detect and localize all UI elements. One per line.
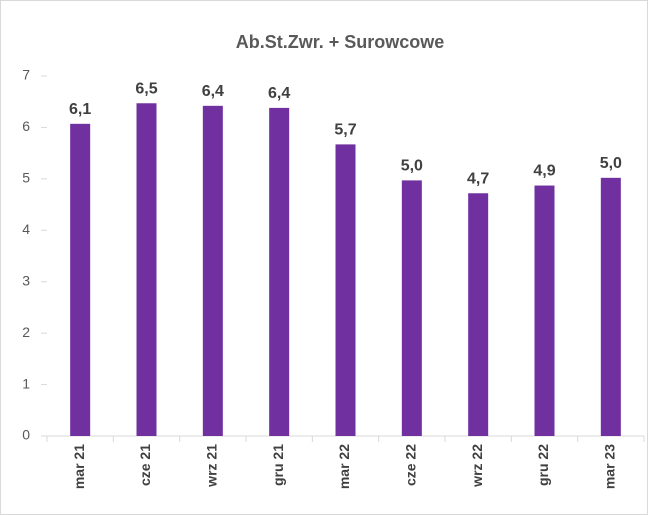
x-tick-label: wrz 22 [469,444,485,488]
y-tick-label: 3 [22,272,30,288]
y-tick-label: 4 [22,221,30,237]
value-label: 6,5 [135,80,157,97]
x-tick-label: gru 21 [270,444,286,486]
y-tick-label: 6 [22,118,30,134]
value-label: 6,4 [268,85,290,102]
value-label: 5,0 [600,155,622,172]
x-tick-label: mar 22 [336,444,352,489]
x-tick-label: mar 23 [602,444,618,489]
bar [534,185,555,436]
y-tick-label: 2 [22,324,30,340]
value-label: 5,0 [401,157,423,174]
y-tick-label: 7 [22,67,30,83]
x-tick-label: mar 21 [71,444,87,489]
x-tick-label: cze 22 [403,444,419,486]
chart-title: Ab.St.Zwr. + Surowcowe [236,32,445,52]
y-tick-label: 0 [22,427,30,443]
bar [468,193,489,436]
x-tick-label: wrz 21 [204,444,220,488]
value-label: 5,7 [334,121,356,138]
y-tick-label: 1 [22,375,30,391]
value-label: 6,1 [69,101,91,118]
value-label: 4,9 [533,163,555,180]
value-label: 6,4 [202,83,224,100]
x-tick-label: gru 22 [535,444,551,486]
value-label: 4,7 [467,170,489,187]
bar [600,177,621,437]
bar [70,123,91,436]
bar [202,105,223,436]
bar [269,107,290,436]
y-tick-label: 5 [22,170,30,186]
bar [335,144,356,436]
bar [136,103,157,436]
bar [401,180,422,436]
x-tick-label: cze 21 [137,444,153,486]
